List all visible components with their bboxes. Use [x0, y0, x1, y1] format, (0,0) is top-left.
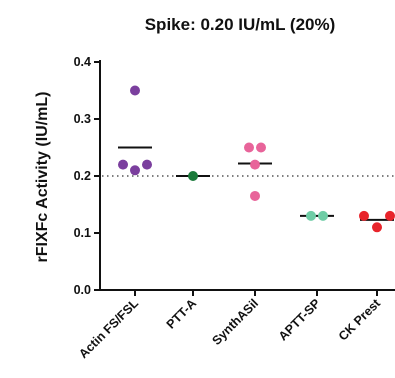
- y-axis-label: rFIXFc Activity (IU/mL): [34, 92, 51, 263]
- data-point: [306, 211, 316, 221]
- data-point: [188, 171, 198, 181]
- y-tick-label: 0.2: [74, 169, 91, 183]
- x-tick-label: CK Prest: [336, 296, 384, 344]
- data-point: [250, 191, 260, 201]
- y-tick-label: 0.1: [74, 226, 91, 240]
- data-point: [142, 160, 152, 170]
- axes: 0.0 0.1 0.2 0.3 0.4 Actin FS/FSL PTT-A SynthASi…: [74, 55, 395, 361]
- chart-title: Spike: 0.20 IU/mL (20%): [145, 15, 336, 34]
- x-tick-label: Actin FS/FSL: [76, 296, 141, 361]
- y-tick-label: 0.3: [74, 112, 91, 126]
- data-point: [244, 143, 254, 153]
- x-tick-label: PTT-A: [164, 296, 199, 331]
- data-point: [130, 165, 140, 175]
- data-point: [256, 143, 266, 153]
- data-point: [130, 86, 140, 96]
- data-point: [359, 211, 369, 221]
- data-point: [372, 222, 382, 232]
- y-tick-label: 0.0: [74, 283, 91, 297]
- y-tick-label: 0.4: [74, 55, 91, 69]
- data-point: [118, 160, 128, 170]
- x-tick-label: APTT-SP: [276, 296, 323, 343]
- data-point: [318, 211, 328, 221]
- x-tick-label: SynthASil: [209, 296, 261, 348]
- data-point: [385, 211, 395, 221]
- data-marks: [118, 86, 395, 233]
- data-point: [250, 160, 260, 170]
